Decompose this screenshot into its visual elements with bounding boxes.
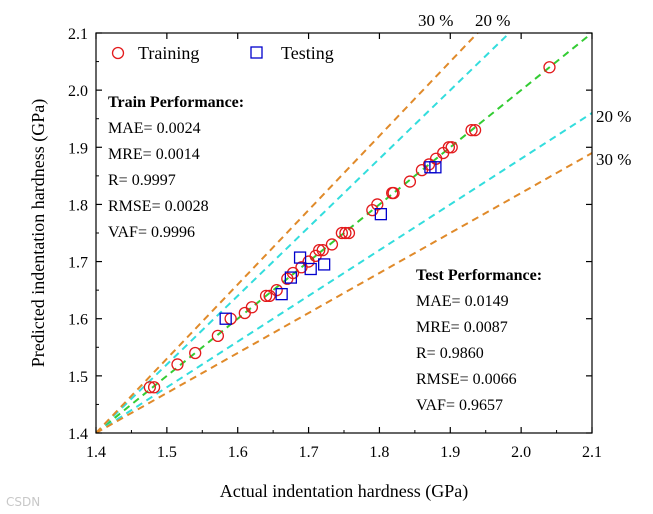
train-r: R= 0.9997 xyxy=(108,172,176,189)
testing-point xyxy=(284,271,298,284)
training-point xyxy=(171,358,184,371)
watermark-text: CSDN xyxy=(6,495,40,509)
test-vaf: VAF= 0.9657 xyxy=(416,397,503,414)
x-axis-title: Actual indentation hardness (GPa) xyxy=(220,481,468,502)
training-point xyxy=(465,123,478,137)
y-tick-label: 1.9 xyxy=(68,140,88,157)
training-point xyxy=(313,243,326,257)
band-label-upper-30: 30 % xyxy=(418,11,453,30)
testing-point xyxy=(293,251,307,264)
training-point xyxy=(189,346,202,360)
legend: Training Testing xyxy=(111,43,334,63)
y-tick-label: 2.1 xyxy=(68,26,88,43)
legend-training-label: Training xyxy=(138,43,199,63)
y-axis-title: Predicted indentation hardness (GPa) xyxy=(28,99,49,367)
test-mae: MAE= 0.0149 xyxy=(416,293,509,310)
train-vaf: VAF= 0.9996 xyxy=(108,224,195,241)
training-point xyxy=(445,141,458,154)
y-tick-label: 1.6 xyxy=(68,312,88,329)
axis-ticks: 1.4 1.5 1.6 1.7 1.8 1.9 2.0 2.1 1.4 1.5 1.6 1.7 1.8 1… xyxy=(68,26,602,461)
reference-line-2 xyxy=(96,112,592,433)
training-point xyxy=(339,226,352,240)
training-point xyxy=(143,381,157,394)
watermark: CSDN xyxy=(6,495,40,509)
x-tick-label: 1.9 xyxy=(440,444,460,461)
training-point xyxy=(259,289,273,303)
x-tick-label: 1.6 xyxy=(228,444,248,461)
training-point xyxy=(371,198,384,211)
x-tick-label: 1.8 xyxy=(369,444,389,461)
testing-point xyxy=(318,258,331,271)
train-performance-title: Train Performance: xyxy=(108,94,244,111)
legend-testing-label: Testing xyxy=(281,43,334,63)
band-label-lower-20: 20 % xyxy=(596,107,631,126)
training-point xyxy=(286,266,300,280)
training-point xyxy=(543,61,556,74)
reference-lines xyxy=(96,33,592,433)
testing-point xyxy=(219,312,232,325)
training-point xyxy=(442,141,456,154)
y-tick-label: 1.4 xyxy=(68,426,88,443)
y-tick-label: 1.8 xyxy=(68,197,88,214)
training-point xyxy=(403,175,417,188)
test-performance-title: Test Performance: xyxy=(416,267,542,284)
test-rmse: RMSE= 0.0066 xyxy=(416,371,517,388)
train-mre: MRE= 0.0014 xyxy=(108,146,200,163)
training-point xyxy=(238,306,251,320)
x-tick-label: 2.1 xyxy=(582,444,602,461)
testing-point xyxy=(304,262,317,276)
training-point xyxy=(335,226,349,240)
training-point xyxy=(342,226,356,240)
reference-line-1 xyxy=(96,33,511,433)
band-label-lower-30: 30 % xyxy=(596,150,631,169)
x-tick-label: 1.5 xyxy=(157,444,177,461)
x-tick-label: 2.0 xyxy=(511,444,531,461)
band-label-upper-20: 20 % xyxy=(475,11,510,30)
data-points xyxy=(143,61,556,394)
training-point xyxy=(316,243,329,257)
reference-line-4 xyxy=(96,152,592,433)
reference-line-3 xyxy=(96,33,479,433)
y-tick-label: 1.7 xyxy=(68,255,88,272)
training-point xyxy=(415,163,429,177)
legend-testing-marker xyxy=(250,46,263,59)
training-point xyxy=(245,301,259,314)
training-point xyxy=(211,329,225,343)
test-r: R= 0.9860 xyxy=(416,345,484,362)
x-tick-label: 1.4 xyxy=(86,444,106,461)
legend-training-marker xyxy=(111,46,125,60)
training-point xyxy=(387,186,400,200)
training-point xyxy=(325,238,339,251)
training-point xyxy=(147,381,161,394)
testing-point xyxy=(429,161,442,174)
training-point xyxy=(468,123,482,137)
testing-point xyxy=(374,207,387,221)
y-tick-label: 1.5 xyxy=(68,369,88,386)
train-performance-box: Train Performance: MAE= 0.0024 MRE= 0.00… xyxy=(108,94,244,241)
train-mae: MAE= 0.0024 xyxy=(108,120,201,137)
test-performance-box: Test Performance: MAE= 0.0149 MRE= 0.008… xyxy=(416,267,542,414)
y-tick-label: 2.0 xyxy=(68,83,88,100)
x-tick-label: 1.7 xyxy=(299,444,319,461)
testing-point xyxy=(275,287,288,301)
train-rmse: RMSE= 0.0028 xyxy=(108,198,209,215)
test-mre: MRE= 0.0087 xyxy=(416,319,508,336)
